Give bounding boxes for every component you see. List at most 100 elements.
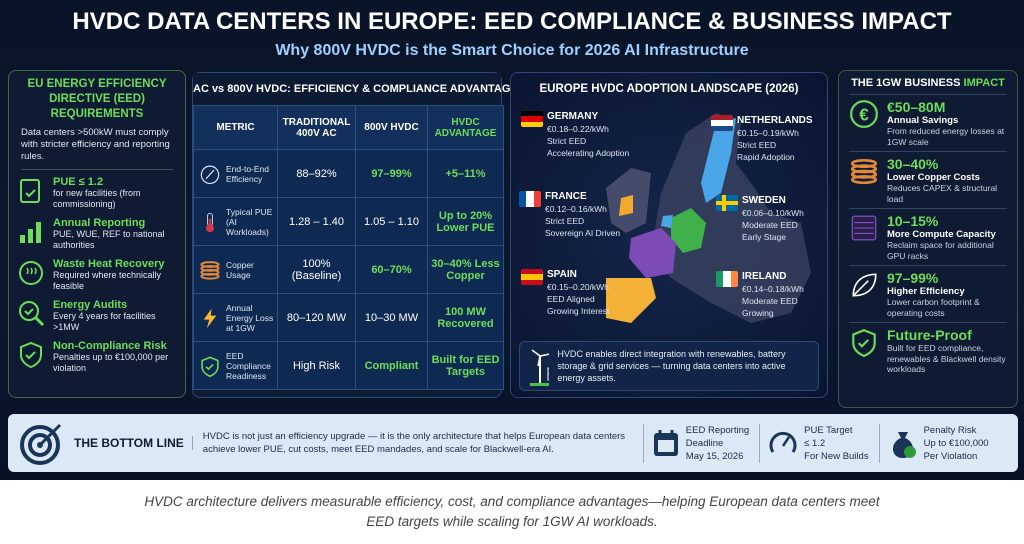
country-sweden: SWEDEN €0.06–0.10/kWh Moderate EED Early St…	[742, 195, 804, 243]
advantage-cell: 100 MW Recovered	[427, 293, 504, 342]
wind-solar-icon	[530, 349, 550, 386]
text-label: Annual Savings	[887, 115, 959, 126]
renewables-note-text: HVDC enables direct integration with ren…	[557, 349, 786, 383]
bottom-line-bar: THE BOTTOM LINE HVDC is not just an effi…	[8, 414, 1018, 472]
panel-intro: Data centers >500kW must comply with str…	[21, 127, 173, 170]
text-label: GERMANY	[547, 111, 599, 122]
text-label: Sovereign AI Driven	[545, 228, 621, 238]
text-label: Copper Usage	[226, 259, 254, 280]
text-label: 97–99%	[887, 270, 939, 286]
calendar-icon	[653, 430, 678, 456]
flag-germany-icon	[521, 111, 543, 127]
shield-check-icon	[852, 329, 876, 357]
country-ireland: IRELAND €0.14–0.18/kWh Moderate EED Growing	[742, 271, 804, 319]
impact-item: 97–99% Higher Efficiency Lower carbon foot…	[849, 266, 1007, 323]
requirement-item: PUE ≤ 1.2 for new facilities (from commis…	[17, 176, 177, 210]
text-label: €0.15–0.19/kWh	[737, 128, 799, 138]
text-label: NETHERLANDS	[737, 115, 813, 126]
text-label: Rapid Adoption	[737, 152, 795, 162]
text-label: €0.06–0.10/kWh	[742, 208, 804, 218]
euro-icon: €	[850, 100, 878, 128]
lightning-icon	[203, 308, 217, 328]
hvdc-cell: Compliant	[355, 341, 428, 390]
ac-cell: 88–92%	[277, 149, 356, 198]
text-label: ≤ 1.2	[804, 437, 826, 449]
money-bag-icon	[892, 432, 916, 458]
text-label: for new facilities (from commissioning)	[53, 188, 141, 209]
hvdc-cell: 1.05 – 1.10	[355, 197, 428, 246]
copper-coil-icon	[200, 260, 220, 280]
table-heading: AC vs 800V HVDC: EFFICIENCY & COMPLIANCE…	[193, 73, 518, 105]
clipboard-check-icon	[20, 179, 40, 203]
heat-icon	[19, 261, 43, 285]
deadline-box: EED Reporting Deadline May 15, 2026	[642, 423, 749, 463]
europe-map-panel: EUROPE HVDC ADOPTION LANDSCAPE (2026) GE…	[510, 72, 828, 398]
requirement-item: Waste Heat Recovery Required where techni…	[17, 258, 177, 292]
pue-target-box: PUE Target ≤ 1.2 For New Builds	[759, 423, 869, 463]
text-label: For New Builds	[804, 450, 869, 462]
text-label: EED Aligned	[547, 294, 595, 304]
netherlands-shape	[661, 215, 673, 228]
magnifier-check-icon	[19, 301, 45, 327]
advantage-cell: Built for EED Targets	[427, 341, 504, 390]
requirement-item: Non-Compliance Risk Penalties up to €100,…	[17, 340, 177, 374]
impact-item: 10–15% More Compute Capacity Reclaim space…	[849, 209, 1007, 266]
text-label: Annual Energy Loss at 1GW	[226, 302, 274, 333]
bar-chart-icon	[20, 222, 41, 243]
europe-map	[606, 113, 811, 323]
text-label: Strict EED	[737, 140, 777, 150]
text-label: May 15, 2026	[685, 450, 744, 462]
text-label: More Compute Capacity	[887, 229, 996, 240]
text-label: Growing	[742, 308, 774, 318]
text-label: EED Compliance Readiness	[226, 350, 271, 381]
text-label: PUE Target	[804, 424, 853, 436]
text-label: Higher Efficiency	[887, 286, 965, 297]
table-header-row: METRIC TRADITIONAL 400V AC 800V HVDC HVD…	[193, 105, 504, 150]
text-label: PUE ≤ 1.2	[53, 176, 104, 188]
hvdc-cell: 60–70%	[355, 245, 428, 294]
france-shape	[629, 228, 676, 278]
text-label: Early Stage	[742, 232, 786, 242]
flag-ireland-icon	[716, 271, 738, 287]
text-label: Moderate EED	[742, 296, 798, 306]
bottom-line-label: THE BOTTOM LINE	[74, 436, 193, 450]
text-label: €0.12–0.16/kWh	[545, 204, 607, 214]
column-header: METRIC	[193, 105, 278, 150]
sweden-shape	[701, 118, 736, 203]
renewables-note: HVDC enables direct integration with ren…	[519, 341, 819, 391]
impact-item: 30–40% Lower Copper Costs Reduces CAPEX & …	[849, 152, 1007, 209]
text-label: Moderate EED	[742, 220, 798, 230]
country-germany: GERMANY €0.18–0.22/kWh Strict EED Accelerat…	[547, 111, 629, 159]
text-label: Typical PUE (AI Workloads)	[226, 206, 273, 237]
text-label: Reclaim space for additional GPU racks	[887, 240, 994, 261]
copper-coil-icon	[850, 158, 878, 185]
germany-shape	[671, 208, 706, 253]
ireland-shape	[619, 195, 633, 216]
text-label: SPAIN	[547, 269, 577, 280]
text-label: 10–15%	[887, 213, 939, 229]
metric-cell: End-to-End Efficiency	[193, 149, 278, 198]
text-label: Penalty Risk	[923, 424, 977, 436]
europe-landmass	[651, 113, 811, 323]
comparison-table: METRIC TRADITIONAL 400V AC 800V HVDC HVD…	[193, 105, 504, 390]
leaf-icon	[852, 273, 877, 297]
flag-netherlands-icon	[711, 115, 733, 131]
text-label: From reduced energy losses at 1GW scale	[887, 126, 1005, 147]
country-netherlands: NETHERLANDS €0.15–0.19/kWh Strict EED Rapid…	[737, 115, 813, 163]
table-row: Copper Usage 100% (Baseline) 60–70% 30–40% …	[193, 245, 504, 294]
caption: HVDC architecture delivers measurable ef…	[144, 494, 880, 529]
panel-heading: THE 1GW BUSINESS IMPACT	[849, 77, 1007, 95]
comparison-table-panel: AC vs 800V HVDC: EFFICIENCY & COMPLIANCE…	[192, 72, 518, 398]
business-impact-panel: THE 1GW BUSINESS IMPACT € €50–80M Annual S…	[838, 70, 1018, 408]
gauge-icon	[769, 431, 797, 453]
requirement-item: Energy Audits Every 4 years for facilitie…	[17, 299, 177, 333]
text-label: Strict EED	[545, 216, 585, 226]
column-header: HVDC ADVANTAGE	[427, 105, 504, 150]
map-heading: EUROPE HVDC ADOPTION LANDSCAPE (2026)	[539, 83, 799, 95]
text-label: Energy Audits	[53, 299, 128, 311]
text-label: Penalties up to €100,000 per violation	[53, 352, 169, 373]
flag-france-icon	[519, 191, 541, 207]
requirements-list: PUE ≤ 1.2 for new facilities (from commis…	[17, 176, 177, 374]
page-subtitle: Why 800V HVDC is the Smart Choice for 20…	[275, 42, 749, 59]
country-spain: SPAIN €0.15–0.20/kWh EED Aligned Growing In…	[547, 269, 609, 317]
